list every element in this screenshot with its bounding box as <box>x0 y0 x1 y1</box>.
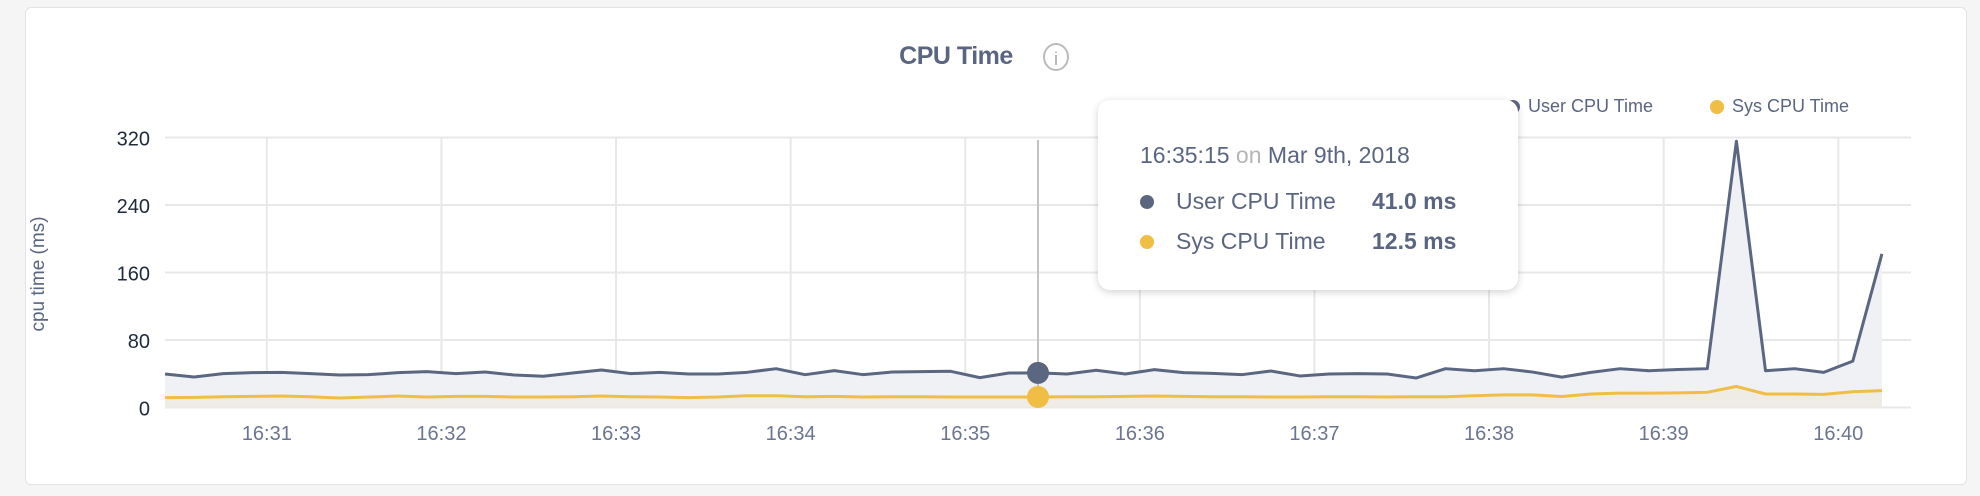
x-tick-label: 16:34 <box>766 423 816 445</box>
tooltip-on: on <box>1235 142 1262 168</box>
y-tick-label: 80 <box>128 331 150 353</box>
hover-point <box>1027 385 1049 408</box>
y-tick-label: 160 <box>117 264 150 286</box>
tooltip-row-sys: Sys CPU Time 12.5 ms <box>1140 228 1456 255</box>
legend-dot-icon <box>1710 99 1724 114</box>
series-line <box>164 139 1884 380</box>
legend-label: User CPU Time <box>1528 96 1654 116</box>
x-tick-label: 16:31 <box>242 423 292 445</box>
x-tick-label: 16:36 <box>1115 423 1165 445</box>
tooltip-value: 41.0 ms <box>1372 188 1457 214</box>
tooltip-value: 12.5 ms <box>1372 228 1457 254</box>
series-line <box>164 384 1882 400</box>
x-tick-label: 16:33 <box>591 423 641 445</box>
legend-label: Sys CPU Time <box>1732 96 1850 116</box>
tooltip-row-user: User CPU Time 41.0 ms <box>1140 188 1456 215</box>
x-tick-label: 16:37 <box>1289 423 1339 445</box>
y-tick-label: 240 <box>117 196 150 218</box>
y-axis-title: cpu time (ms) <box>28 216 49 331</box>
x-tick-label: 16:32 <box>416 423 466 445</box>
x-tick-label: 16:40 <box>1813 423 1863 445</box>
legend-item-sys[interactable]: Sys CPU Time <box>1710 96 1849 117</box>
y-tick-label: 320 <box>117 129 150 151</box>
tooltip-date: Mar 9th, 2018 <box>1267 142 1410 168</box>
series-area <box>165 141 1882 408</box>
x-tick-label: 16:38 <box>1464 423 1514 445</box>
info-circle-icon[interactable]: i <box>1043 43 1069 71</box>
legend-item-user[interactable]: User CPU Time <box>1506 96 1653 117</box>
hover-point <box>1027 361 1049 384</box>
tooltip: 16:35:15 on Mar 9th, 2018 User CPU Time … <box>1098 100 1518 290</box>
tooltip-label: Sys CPU Time <box>1176 228 1326 254</box>
tooltip-label: User CPU Time <box>1176 188 1336 214</box>
y-tick-label: 0 <box>139 399 150 421</box>
series-area <box>165 386 1882 408</box>
x-tick-label: 16:35 <box>940 423 990 445</box>
series-dot-icon <box>1140 234 1154 249</box>
x-tick-label: 16:39 <box>1639 423 1689 445</box>
series-dot-icon <box>1140 194 1154 209</box>
chart-title: CPU Time <box>899 42 1013 70</box>
tooltip-time: 16:35:15 <box>1140 142 1230 168</box>
tooltip-timestamp: 16:35:15 on Mar 9th, 2018 <box>1140 142 1410 169</box>
